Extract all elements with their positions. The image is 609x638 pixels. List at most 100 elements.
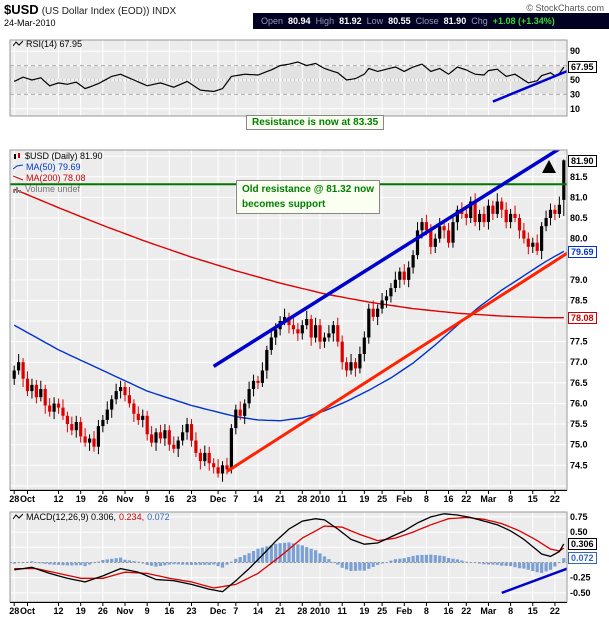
ma200-legend: MA(200) 78.08	[13, 173, 86, 183]
rsi-legend-label: RSI(14) 67.95	[26, 39, 83, 49]
svg-text:28: 28	[297, 494, 307, 504]
resistance-annotation: Resistance is now at 83.35	[246, 115, 385, 130]
macd-legend-label: MACD(12,26,9) 0.306,	[26, 512, 117, 522]
svg-text:12: 12	[54, 494, 64, 504]
chg-label: Chg	[471, 16, 488, 26]
svg-text:22: 22	[461, 606, 471, 616]
svg-text:16: 16	[164, 606, 174, 616]
ma50-legend-label: MA(50) 79.69	[26, 162, 81, 172]
price-legend-label: $USD (Daily) 81.90	[25, 151, 103, 161]
high-label: High	[315, 16, 335, 26]
svg-text:-0.25: -0.25	[570, 573, 591, 583]
svg-text:77.0: 77.0	[570, 357, 588, 367]
svg-text:Mar: Mar	[480, 494, 497, 504]
svg-text:23: 23	[186, 494, 196, 504]
svg-text:76.0: 76.0	[570, 398, 588, 408]
svg-text:77.5: 77.5	[570, 337, 588, 347]
svg-text:22: 22	[461, 494, 471, 504]
high-value: 81.92	[339, 16, 362, 26]
ma200-line-icon	[13, 174, 23, 182]
svg-text:7: 7	[233, 494, 238, 504]
close-value: 81.90	[443, 16, 467, 26]
svg-text:16: 16	[444, 494, 454, 504]
svg-text:79.0: 79.0	[570, 275, 588, 285]
quote-bar: Open 80.94 High 81.92 Low 80.55 Close 81…	[253, 13, 609, 29]
svg-text:19: 19	[359, 494, 369, 504]
macd-hist-value-box: 0.072	[568, 552, 597, 564]
svg-text:81.5: 81.5	[570, 172, 588, 182]
svg-text:-0.50: -0.50	[570, 588, 591, 598]
svg-text:9: 9	[145, 494, 150, 504]
svg-text:0.50: 0.50	[570, 527, 588, 537]
svg-text:76.5: 76.5	[570, 378, 588, 388]
candlestick-icon	[13, 152, 22, 161]
svg-text:26: 26	[98, 606, 108, 616]
svg-text:Oct: Oct	[20, 494, 35, 504]
macd-hist-value: 0.072	[147, 512, 170, 522]
svg-text:Dec: Dec	[210, 494, 227, 504]
svg-text:14: 14	[253, 606, 263, 616]
svg-text:Nov: Nov	[117, 494, 134, 504]
ma50-value-box: 79.69	[568, 246, 597, 258]
svg-text:25: 25	[377, 494, 387, 504]
support-annotation-line1: Old resistance @ 81.32 now	[242, 184, 375, 195]
date-label: 24-Mar-2010	[4, 18, 56, 28]
svg-text:21: 21	[275, 494, 285, 504]
svg-text:2010: 2010	[310, 606, 330, 616]
svg-text:78.5: 78.5	[570, 295, 588, 305]
copyright-label: © StockCharts.com	[526, 3, 604, 13]
svg-text:8: 8	[424, 494, 429, 504]
open-value: 80.94	[288, 16, 311, 26]
svg-text:2010: 2010	[310, 494, 330, 504]
support-annotation-line2: becomes support	[242, 199, 326, 210]
low-label: Low	[366, 16, 384, 26]
last-price-box: 81.90	[568, 155, 597, 167]
svg-text:11: 11	[337, 606, 347, 616]
symbol-label: $USD	[4, 2, 39, 17]
svg-text:21: 21	[275, 606, 285, 616]
svg-text:80.0: 80.0	[570, 234, 588, 244]
svg-text:30: 30	[570, 89, 580, 99]
support-annotation: Old resistance @ 81.32 now becomes suppo…	[236, 180, 381, 214]
svg-text:16: 16	[164, 494, 174, 504]
svg-text:15: 15	[528, 494, 538, 504]
svg-text:Mar: Mar	[480, 606, 497, 616]
chg-value: +1.08 (+1.34%)	[492, 16, 555, 26]
symbol-description: (US Dollar Index (EOD)) INDX	[41, 6, 177, 17]
price-legend: $USD (Daily) 81.90	[13, 151, 103, 161]
svg-text:19: 19	[359, 606, 369, 616]
svg-text:0.75: 0.75	[570, 512, 588, 522]
rsi-value-box: 67.95	[568, 61, 597, 73]
svg-text:14: 14	[253, 494, 263, 504]
svg-text:16: 16	[444, 606, 454, 616]
svg-text:8: 8	[508, 606, 513, 616]
svg-text:12: 12	[54, 606, 64, 616]
rsi-line-icon	[13, 40, 23, 48]
svg-text:23: 23	[186, 606, 196, 616]
ma50-legend: MA(50) 79.69	[13, 162, 81, 172]
svg-text:26: 26	[98, 494, 108, 504]
svg-text:28: 28	[297, 606, 307, 616]
svg-text:Oct: Oct	[20, 606, 35, 616]
svg-text:50: 50	[570, 75, 580, 85]
open-label: Open	[261, 16, 284, 26]
low-value: 80.55	[388, 16, 411, 26]
svg-text:8: 8	[424, 606, 429, 616]
macd-value-box: 0.306	[568, 538, 597, 550]
svg-text:19: 19	[76, 494, 86, 504]
svg-text:22: 22	[550, 494, 560, 504]
svg-text:10: 10	[570, 104, 580, 114]
macd-legend: MACD(12,26,9) 0.306, 0.234, 0.072	[13, 512, 170, 522]
svg-text:9: 9	[145, 606, 150, 616]
svg-text:7: 7	[233, 606, 238, 616]
svg-text:74.5: 74.5	[570, 460, 588, 470]
volume-legend-label: Volume undef	[25, 184, 81, 194]
svg-text:81.0: 81.0	[570, 192, 588, 202]
ma200-value-box: 78.08	[568, 312, 597, 324]
svg-text:75.5: 75.5	[570, 419, 588, 429]
svg-text:11: 11	[337, 494, 347, 504]
macd-signal-value: 0.234,	[119, 512, 145, 522]
svg-text:90: 90	[570, 46, 580, 56]
volume-legend: Volume undef	[13, 184, 80, 194]
